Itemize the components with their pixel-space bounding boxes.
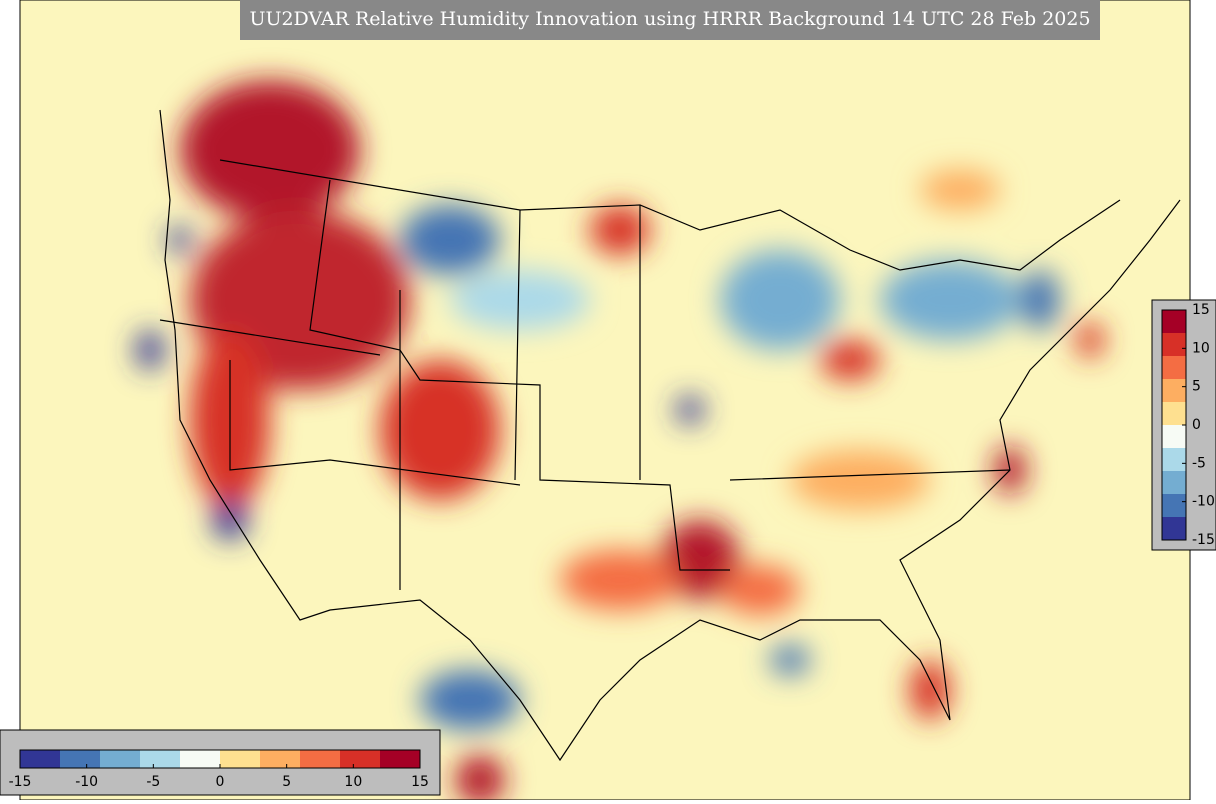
colorbar-tick-label: -15 <box>1192 532 1215 548</box>
colorbar-tick-label: -10 <box>1192 494 1215 510</box>
colorbar-tick-label: 5 <box>1192 379 1201 395</box>
colorbar-tick-label: 0 <box>216 774 225 790</box>
colorbar-tick-label: -5 <box>1192 455 1206 471</box>
colorbar-tick-label: 10 <box>1192 340 1210 356</box>
colorbar-tick-label: 5 <box>282 774 291 790</box>
colorbar-tick-label: -10 <box>75 774 98 790</box>
map-title: UU2DVAR Relative Humidity Innovation usi… <box>249 8 1090 30</box>
colorbar-tick-label: 10 <box>344 774 362 790</box>
colorbar-tick-label: 15 <box>411 774 429 790</box>
colorbar-tick-label: 0 <box>1192 417 1201 433</box>
colorbar-tick-label: -5 <box>146 774 160 790</box>
map-field <box>19 0 1191 804</box>
title-box <box>240 0 1100 40</box>
colorbar-tick-label: 15 <box>1192 302 1210 318</box>
colorbar-tick-label: -15 <box>9 774 32 790</box>
